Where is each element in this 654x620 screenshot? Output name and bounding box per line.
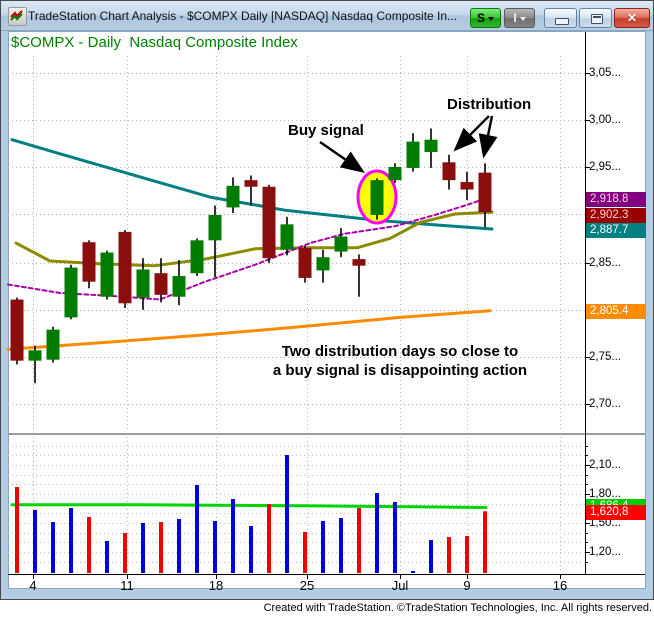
price-badge: 2,902.3 xyxy=(586,208,646,223)
volume-axis-label: 1,20... xyxy=(589,546,621,558)
close-icon: ✕ xyxy=(626,11,638,25)
app-window: TradeStation Chart Analysis - $COMPX Dai… xyxy=(0,0,654,600)
price-axis-label: 2,75... xyxy=(589,351,621,363)
strategy-button[interactable]: S xyxy=(470,8,501,28)
price-axis-label: 2,85... xyxy=(589,257,621,269)
date-axis-label: 25 xyxy=(299,578,315,593)
note-line-2: a buy signal is disappointing action xyxy=(272,362,528,379)
date-axis-label: 18 xyxy=(208,578,224,593)
price-axis-label: 2,95... xyxy=(589,161,621,173)
price-axis-label: 2,70... xyxy=(589,398,621,410)
price-badge: 1,620,8 xyxy=(586,505,646,520)
tradestation-logo-icon xyxy=(8,7,27,26)
date-axis-label: 11 xyxy=(120,578,134,593)
date-axis-label: Jul xyxy=(391,578,409,593)
indicator-button[interactable]: I xyxy=(504,8,535,28)
close-button[interactable]: ✕ xyxy=(614,8,650,28)
date-axis-label: 4 xyxy=(29,578,37,593)
price-axis-label: 3,00... xyxy=(589,114,621,126)
buy-signal-annotation: Buy signal xyxy=(288,122,364,139)
dropdown-arrow-icon xyxy=(519,16,526,21)
minimize-icon xyxy=(555,18,569,25)
date-axis-label: 9 xyxy=(463,578,471,593)
dropdown-arrow-icon xyxy=(488,16,494,21)
price-badge: 2,918.8 xyxy=(586,192,646,207)
maximize-icon xyxy=(591,14,603,24)
maximize-button[interactable] xyxy=(579,8,612,28)
chart-symbol-header: $COMPX - Daily Nasdaq Composite Index xyxy=(11,34,298,51)
price-badge: 2,887.7 xyxy=(586,223,646,238)
volume-axis-label: 1,50... xyxy=(589,517,621,529)
footer-credit: Created with TradeStation. ©TradeStation… xyxy=(263,602,652,614)
distribution-annotation: Distribution xyxy=(447,96,532,113)
price-badge: 2,805.4 xyxy=(586,304,646,319)
date-axis-label: 16 xyxy=(552,578,568,593)
price-axis-label: 3,05... xyxy=(589,67,621,79)
note-annotation: Two distribution days so close to a buy … xyxy=(254,342,546,380)
volume-axis-label: 1,80... xyxy=(589,488,621,500)
volume-axis-label: 2,10... xyxy=(589,459,621,471)
note-line-1: Two distribution days so close to xyxy=(281,343,519,360)
title-bar[interactable]: TradeStation Chart Analysis - $COMPX Dai… xyxy=(1,1,653,31)
window-title: TradeStation Chart Analysis - $COMPX Dai… xyxy=(28,9,458,23)
minimize-button[interactable] xyxy=(544,8,577,28)
